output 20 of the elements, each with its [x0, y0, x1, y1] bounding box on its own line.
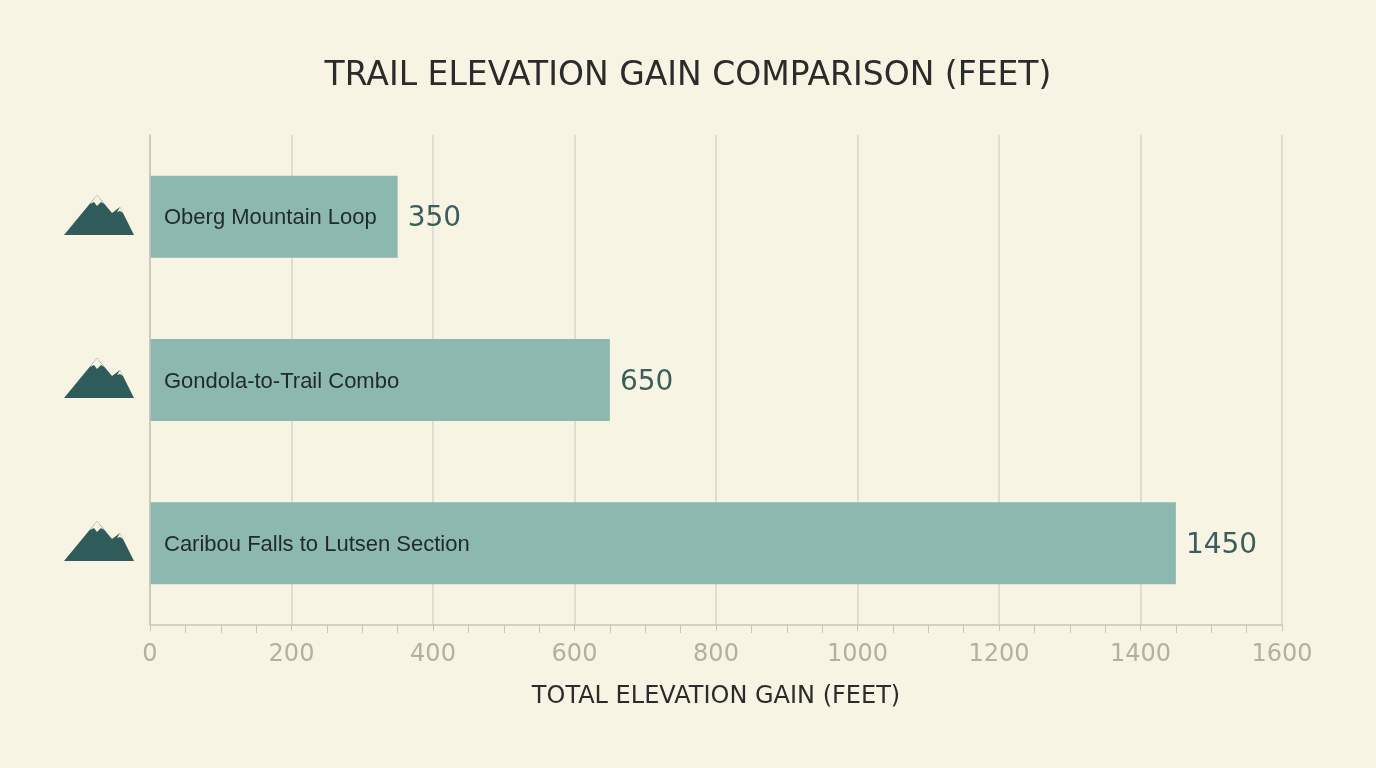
bar: [150, 502, 1176, 585]
x-tick-label: 1400: [1109, 639, 1172, 667]
x-tick-label: 400: [410, 639, 456, 667]
y-tick-label: Gondola-to-Trail Combo: [164, 367, 400, 393]
x-tick-label: 1200: [968, 639, 1030, 667]
data-label: 350: [407, 200, 462, 234]
data-label: 650: [619, 363, 674, 397]
x-tick-label: 200: [268, 639, 315, 667]
x-axis-title: TOTAL ELEVATION GAIN (FEET): [530, 681, 901, 709]
y-tick-label: Oberg Mountain Loop: [164, 204, 377, 230]
x-tick-label: 800: [693, 639, 739, 667]
chart-title: TRAIL ELEVATION GAIN COMPARISON (FEET): [323, 54, 1052, 93]
bar: [150, 339, 610, 421]
x-tick-label: 1000: [826, 639, 889, 667]
data-label: 1450: [1185, 526, 1258, 560]
bar: [150, 175, 398, 258]
y-tick-label: Caribou Falls to Lutsen Section: [164, 530, 470, 556]
x-tick-label: 1600: [1251, 639, 1313, 667]
x-tick-label: 600: [551, 639, 598, 667]
x-tick-label: 0: [142, 639, 158, 667]
